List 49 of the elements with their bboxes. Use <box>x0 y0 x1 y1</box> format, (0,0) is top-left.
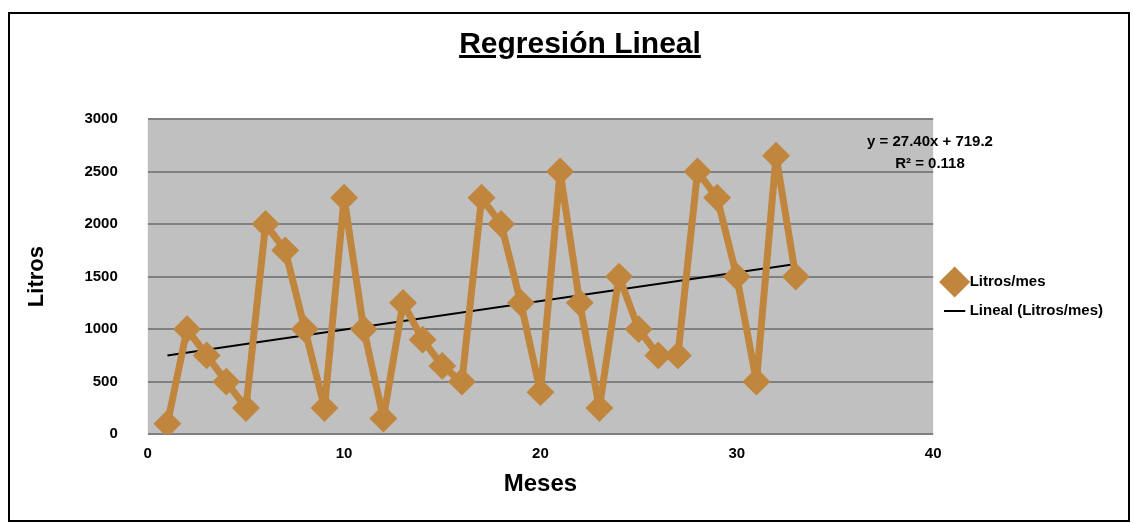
annotation: y = 27.40x + 719.2 <box>866 131 994 151</box>
point <box>685 159 711 185</box>
legend-label: Litros/mes <box>969 272 1046 290</box>
y-tick-label: 2000 <box>84 214 118 232</box>
point <box>724 264 750 290</box>
point <box>272 237 298 263</box>
point <box>233 395 259 421</box>
point <box>645 342 671 368</box>
point <box>704 185 730 211</box>
point <box>449 369 475 395</box>
annotation: R² = 0.118 <box>894 153 966 173</box>
y-axis-title: Litros <box>23 246 49 308</box>
x-axis-title: Meses <box>503 469 578 497</box>
point <box>429 353 455 379</box>
point <box>567 290 593 316</box>
legend-label: Lineal (Litros/mes) <box>969 301 1103 319</box>
point <box>194 342 220 368</box>
point <box>292 316 318 342</box>
chart-title: Regresión Lineal <box>458 26 702 60</box>
y-tick-label: 1500 <box>84 266 118 284</box>
point <box>213 369 239 395</box>
point <box>743 369 769 395</box>
point <box>390 290 416 316</box>
point <box>351 316 377 342</box>
y-tick-label: 1000 <box>84 319 118 337</box>
point <box>469 185 495 211</box>
point <box>488 211 514 237</box>
point <box>527 379 553 405</box>
y-tick-label: 2500 <box>84 161 118 179</box>
x-tick-label: 30 <box>728 444 746 462</box>
point <box>311 395 337 421</box>
y-tick-label: 0 <box>109 424 118 442</box>
x-tick-label: 20 <box>532 444 549 462</box>
y-tick-label: 500 <box>92 371 118 389</box>
x-tick-label: 0 <box>143 444 152 462</box>
point <box>410 327 436 353</box>
point <box>547 159 573 185</box>
point <box>665 342 691 368</box>
point <box>174 316 200 342</box>
point <box>253 211 279 237</box>
point <box>154 411 180 435</box>
y-tick-label: 3000 <box>84 109 118 127</box>
point <box>763 143 789 169</box>
x-tick-label: 10 <box>335 444 353 462</box>
point <box>331 185 357 211</box>
point <box>626 316 652 342</box>
point <box>508 290 534 316</box>
point <box>783 264 809 290</box>
x-tick-label: 40 <box>924 444 942 462</box>
